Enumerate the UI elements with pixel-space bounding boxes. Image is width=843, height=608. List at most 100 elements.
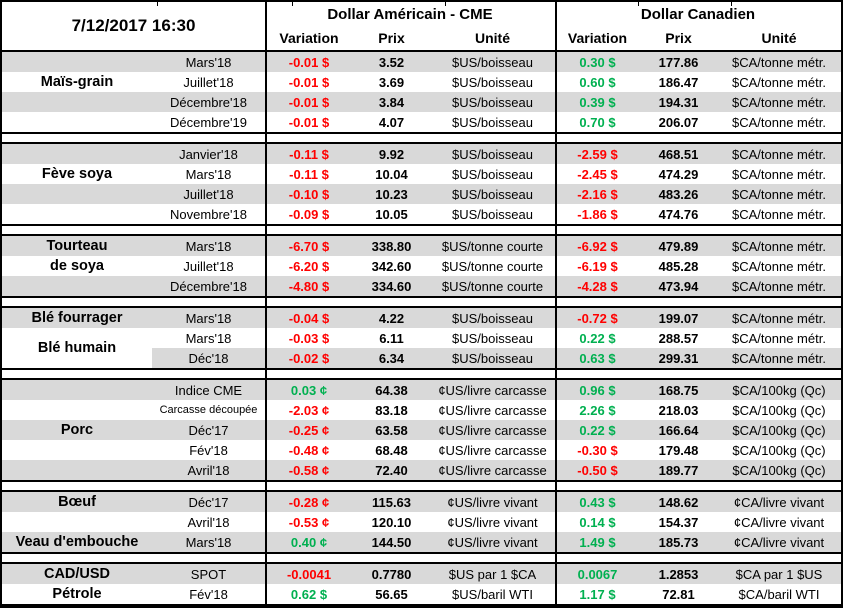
ca-price-value: 474.76	[658, 206, 699, 222]
us-variation-value: -0.10 $	[288, 186, 330, 202]
contract-label: Avril'18	[187, 462, 230, 478]
us-variation-value: -0.04 $	[288, 310, 330, 326]
us-unit-label: ¢US/livre vivant	[447, 534, 538, 550]
ca-unit-label: $CA/100kg (Qc)	[732, 442, 826, 458]
ca-unit-label: $CA/tonne métr.	[732, 94, 826, 110]
us-unit-label: ¢US/livre carcasse	[438, 442, 547, 458]
us-price-value: 3.52	[378, 54, 405, 70]
table-row: de soya Juillet'18 -6.20 $ 342.60 $US/tonne …	[2, 256, 841, 276]
us-variation-value: 0.03 ¢	[290, 382, 328, 398]
ca-price-value: 479.89	[658, 238, 699, 254]
us-price-value: 6.34	[378, 350, 405, 366]
contract-label: Déc'17	[188, 494, 229, 510]
us-price-value: 9.92	[378, 146, 405, 162]
commodity-label	[2, 276, 152, 296]
ca-variation-value: -2.59 $	[577, 146, 618, 162]
ca-price-value: 148.62	[658, 494, 699, 510]
ca-column-header-unite: Unité	[761, 30, 797, 46]
commodity-label	[2, 92, 152, 112]
contract-label: Mars'18	[185, 310, 232, 326]
us-price-value: 64.38	[375, 382, 408, 398]
contract-label: Mars'18	[185, 330, 232, 346]
table-row: Décembre'19 -0.01 $ 4.07 $US/boisseau 0.70 $…	[2, 112, 841, 132]
us-variation-value: -6.70 $	[288, 238, 330, 254]
commodity-group-5: Bœuf Déc'17 -0.28 ¢ 115.63 ¢US/livre vivant 0…	[2, 490, 841, 554]
table-row: Déc'18 -0.02 $ 6.34 $US/boisseau 0.63 $ 299.3…	[2, 348, 841, 368]
vertical-divider-right	[555, 2, 557, 606]
us-variation-value: -0.01 $	[288, 74, 330, 90]
ca-variation-value: 0.22 $	[579, 330, 616, 346]
commodity-group-3: Blé fourrager Mars'18 -0.04 $ 4.22 $US/boiss…	[2, 306, 841, 370]
us-unit-label: $US/boisseau	[452, 114, 533, 130]
us-price-value: 10.23	[375, 186, 408, 202]
table-row: Maïs-grain Juillet'18 -0.01 $ 3.69 $US/boiss…	[2, 72, 841, 92]
ca-unit-label: $CA/tonne métr.	[732, 166, 826, 182]
us-variation-value: -0.01 $	[288, 94, 330, 110]
ca-price-value: 218.03	[658, 402, 699, 418]
ca-column-header-variation: Variation	[567, 30, 628, 46]
commodity-label	[2, 144, 152, 164]
ca-unit-label: $CA/tonne métr.	[732, 206, 826, 222]
us-price-value: 63.58	[375, 422, 408, 438]
us-unit-label: $US/boisseau	[452, 330, 533, 346]
us-variation-value: -0.58 ¢	[288, 462, 330, 478]
us-price-value: 115.63	[371, 494, 412, 510]
contract-label: Décembre'18	[170, 278, 247, 294]
us-unit-label: $US/tonne courte	[441, 238, 544, 254]
contract-label: Mars'18	[185, 54, 232, 70]
contract-label: Avril'18	[187, 514, 230, 530]
us-price-value: 6.11	[379, 330, 404, 346]
us-price-value: 334.60	[371, 278, 412, 294]
commodity-label	[2, 440, 152, 460]
commodity-label: Maïs-grain	[40, 74, 114, 90]
us-price-value: 120.10	[371, 514, 412, 530]
table-row: Avril'18 -0.53 ¢ 120.10 ¢US/livre vivant 0.1…	[2, 512, 841, 532]
table-row: Veau d'embouche Mars'18 0.40 ¢ 144.50 ¢US/li…	[2, 532, 841, 552]
ca-unit-label: $CA/tonne métr.	[732, 74, 826, 90]
ca-price-value: 72.81	[662, 586, 695, 602]
commodity-label: Blé fourrager	[31, 310, 123, 326]
commodity-label	[2, 380, 152, 400]
us-price-value: 3.69	[378, 74, 405, 90]
table-row: Novembre'18 -0.09 $ 10.05 $US/boisseau -1.86…	[2, 204, 841, 224]
ca-unit-label: $CA/100kg (Qc)	[732, 402, 826, 418]
commodity-group-4: Indice CME 0.03 ¢ 64.38 ¢US/livre carcasse 0…	[2, 378, 841, 482]
us-unit-label: ¢US/livre vivant	[447, 494, 538, 510]
ca-unit-label: $CA/tonne métr.	[732, 186, 826, 202]
commodity-label	[2, 52, 152, 72]
us-variation-value: -0.53 ¢	[288, 514, 330, 530]
contract-label: SPOT	[190, 566, 227, 582]
contract-label: Déc'17	[188, 422, 229, 438]
ca-price-value: 168.75	[658, 382, 699, 398]
us-unit-label: ¢US/livre carcasse	[438, 402, 547, 418]
ca-price-value: 299.31	[658, 350, 699, 366]
us-unit-label: $US/boisseau	[452, 166, 533, 182]
us-price-value: 72.40	[375, 462, 408, 478]
table-body: Mars'18 -0.01 $ 3.52 $US/boisseau 0.30 $ 177.…	[2, 50, 841, 606]
commodity-label: Pétrole	[52, 586, 102, 602]
contract-label: Mars'18	[185, 166, 232, 182]
ca-price-value: 288.57	[658, 330, 699, 346]
gridline-tick	[731, 2, 732, 6]
us-variation-value: 0.40 ¢	[290, 534, 328, 550]
us-variation-value: -0.09 $	[288, 206, 330, 222]
us-column-header-prix: Prix	[378, 30, 405, 46]
ca-unit-label: ¢CA/livre vivant	[733, 514, 825, 530]
commodity-label	[2, 184, 152, 204]
ca-unit-label: $CA/tonne métr.	[732, 114, 826, 130]
us-unit-label: ¢US/livre carcasse	[438, 422, 547, 438]
contract-label: Déc'18	[188, 350, 229, 366]
ca-unit-label: $CA/100kg (Qc)	[732, 462, 826, 478]
us-unit-label: $US/tonne courte	[441, 278, 544, 294]
ca-price-value: 1.2853	[658, 566, 699, 582]
contract-label: Mars'18	[185, 238, 232, 254]
table-row: Décembre'18 -4.80 $ 334.60 $US/tonne courte…	[2, 276, 841, 296]
ca-unit-label: $CA/baril WTI	[738, 586, 820, 602]
gridline-tick	[445, 2, 446, 6]
table-row: Janvier'18 -0.11 $ 9.92 $US/boisseau -2.59 $…	[2, 144, 841, 164]
ca-price-value: 186.47	[658, 74, 699, 90]
commodity-label: Bœuf	[58, 494, 96, 510]
us-unit-label: ¢US/livre vivant	[447, 514, 538, 530]
us-variation-value: -0.01 $	[288, 54, 330, 70]
us-price-value: 56.65	[375, 586, 408, 602]
